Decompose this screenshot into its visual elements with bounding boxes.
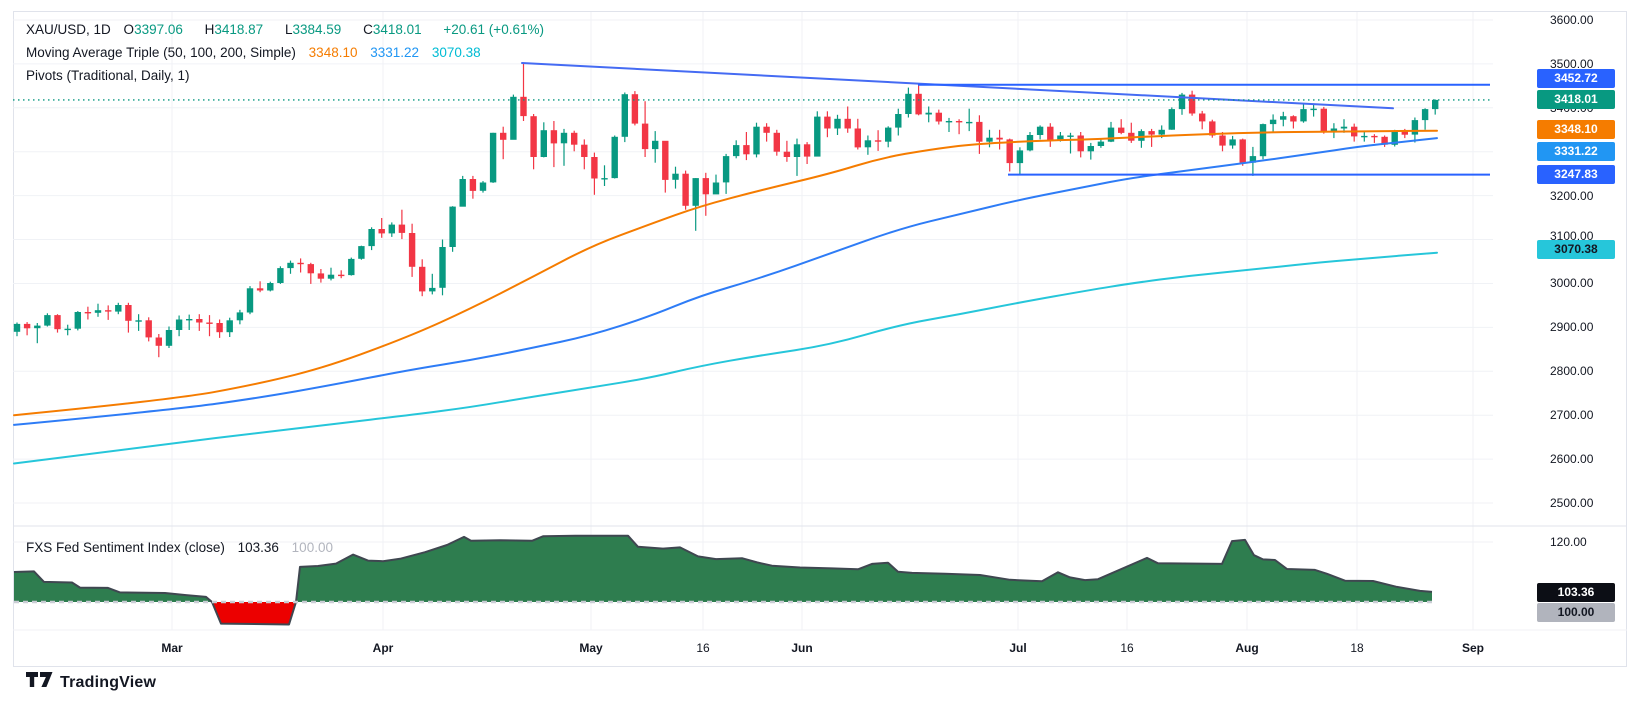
tradingview-logo[interactable]: TradingView — [26, 672, 156, 693]
ma-indicator-label: Moving Average Triple (50, 100, 200, Sim… — [26, 45, 296, 60]
ohlc-high: H3418.87 — [204, 22, 264, 37]
price-badge: 3331.22 — [1537, 142, 1615, 161]
price-badge: 100.00 — [1537, 603, 1615, 622]
price-axis-label: 2500.00 — [1550, 496, 1594, 510]
time-axis-label: 16 — [1120, 641, 1134, 655]
ohlc-close: C3418.01 — [363, 22, 422, 37]
ohlc-low: L3384.59 — [284, 22, 342, 37]
price-badge: 3348.10 — [1537, 120, 1615, 139]
price-badge: 103.36 — [1537, 583, 1615, 602]
price-badge: 3070.38 — [1537, 240, 1615, 259]
ma100-value: 3331.22 — [370, 45, 420, 60]
ma50-value: 3348.10 — [308, 45, 358, 60]
pivots-legend-row[interactable]: Pivots (Traditional, Daily, 1) — [26, 68, 199, 83]
tradingview-mark-icon — [26, 672, 53, 693]
sentiment-legend-row[interactable]: FXS Fed Sentiment Index (close) 103.36 1… — [26, 540, 342, 555]
tradingview-name: TradingView — [60, 673, 157, 691]
time-axis-label: Mar — [161, 641, 183, 655]
sentiment-baseline-value: 100.00 — [291, 540, 333, 555]
symbol-title: XAU/USD, 1D — [26, 22, 111, 37]
time-axis-label: May — [579, 641, 603, 655]
price-badge: 3247.83 — [1537, 165, 1615, 184]
price-axis-label: 3000.00 — [1550, 276, 1594, 290]
price-badge: 3452.72 — [1537, 69, 1615, 88]
ohlc-open: O3397.06 — [123, 22, 183, 37]
time-axis-label: 18 — [1350, 641, 1364, 655]
price-axis-label: 2800.00 — [1550, 364, 1594, 378]
change-value: +20.61 (+0.61%) — [443, 22, 544, 37]
ma200-value: 3070.38 — [431, 45, 481, 60]
price-axis-label: 3500.00 — [1550, 57, 1594, 71]
price-axis-label: 3600.00 — [1550, 13, 1594, 27]
time-axis-label: Jun — [791, 641, 813, 655]
pivots-indicator-label: Pivots (Traditional, Daily, 1) — [26, 68, 190, 83]
time-axis-label: 16 — [696, 641, 710, 655]
price-axis-label: 2700.00 — [1550, 408, 1594, 422]
price-axis-label: 2600.00 — [1550, 452, 1594, 466]
price-axis-label: 3200.00 — [1550, 189, 1594, 203]
symbol-legend-row[interactable]: XAU/USD, 1D O3397.06 H3418.87 L3384.59 C… — [26, 22, 553, 37]
time-axis-label: Sep — [1461, 641, 1485, 655]
time-axis-label: Apr — [372, 641, 394, 655]
price-badge: 3418.01 — [1537, 90, 1615, 109]
ma-legend-row[interactable]: Moving Average Triple (50, 100, 200, Sim… — [26, 45, 490, 60]
sentiment-value: 103.36 — [237, 540, 279, 555]
sentiment-indicator-label: FXS Fed Sentiment Index (close) — [26, 540, 225, 555]
price-axis-label: 2900.00 — [1550, 320, 1594, 334]
time-axis-label: Aug — [1235, 641, 1259, 655]
price-axis-label: 3100.00 — [1550, 229, 1594, 243]
price-axis-label: 120.00 — [1550, 535, 1587, 549]
time-axis-label: Jul — [1009, 641, 1027, 655]
